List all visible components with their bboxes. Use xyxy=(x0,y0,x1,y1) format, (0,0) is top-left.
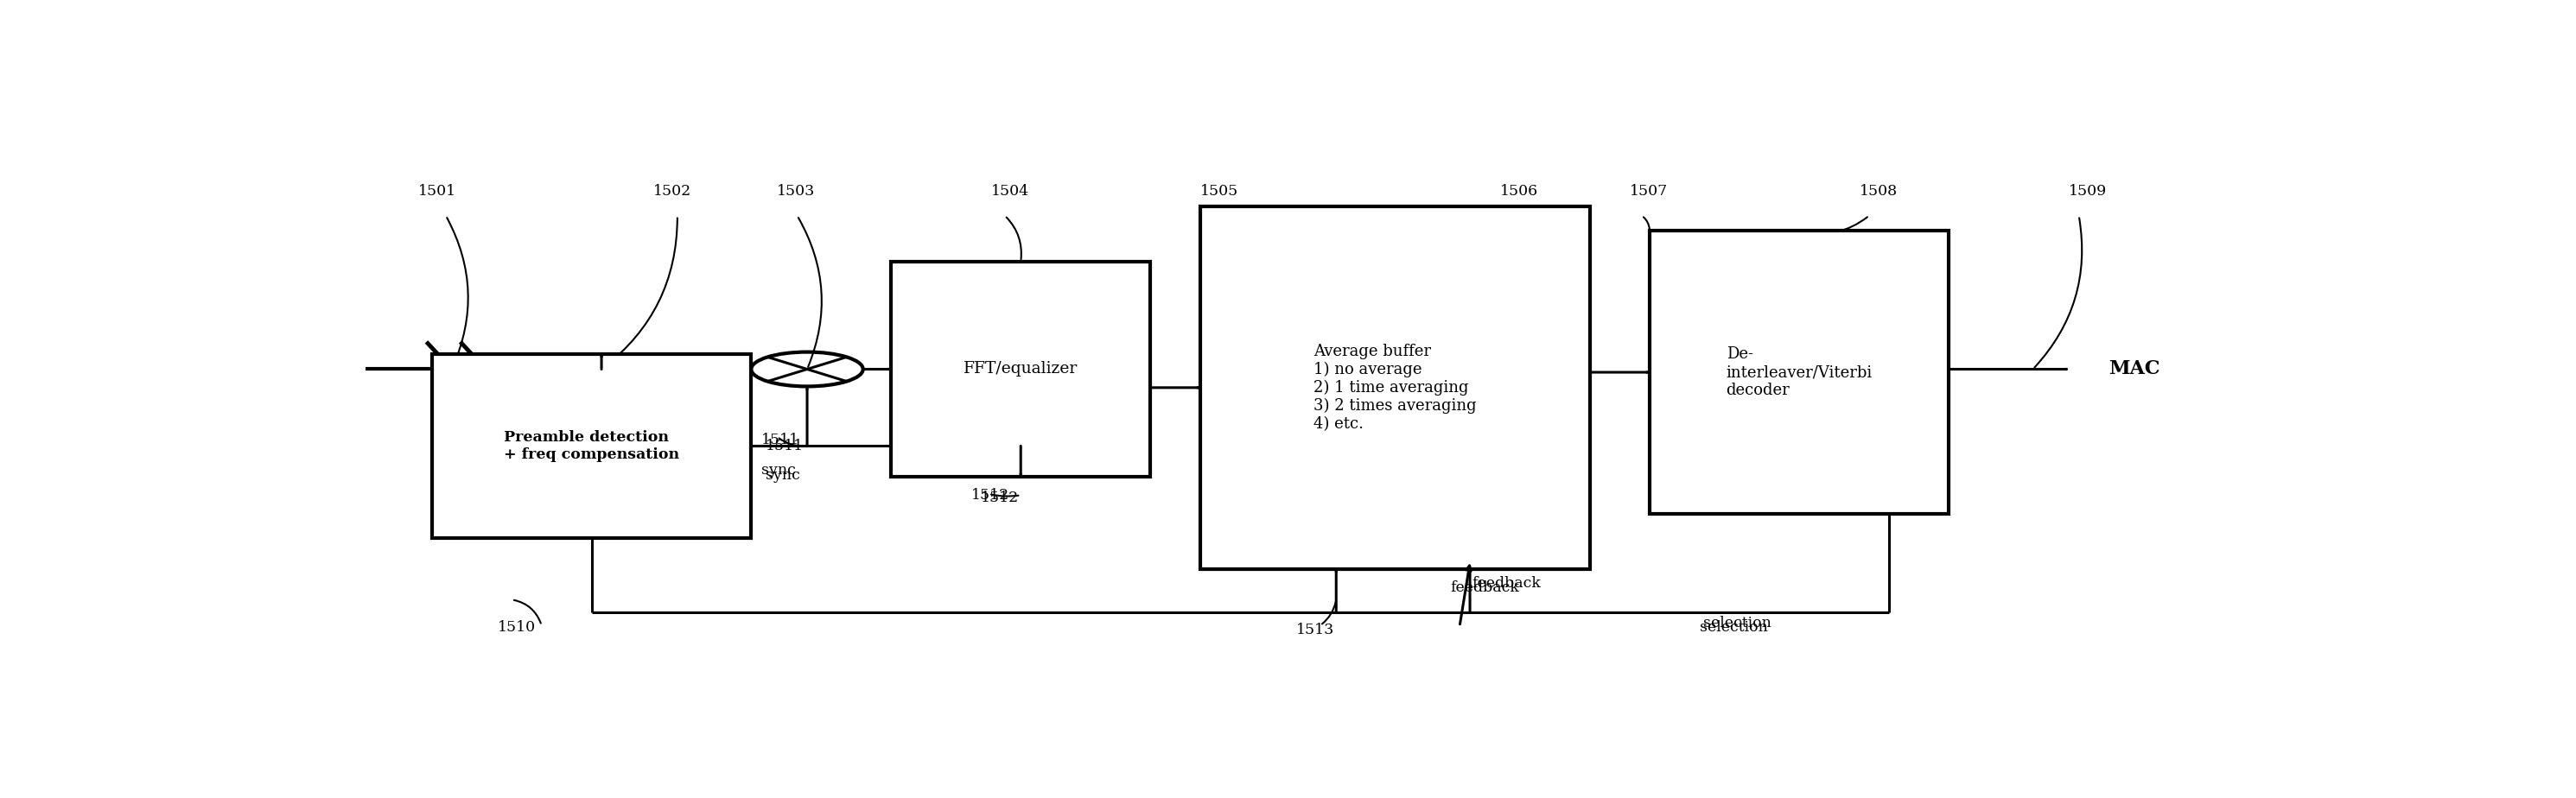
FancyArrowPatch shape xyxy=(515,600,541,623)
Text: 1507: 1507 xyxy=(1631,184,1667,199)
Text: 1509: 1509 xyxy=(2069,184,2107,199)
FancyArrowPatch shape xyxy=(446,218,469,367)
FancyArrowPatch shape xyxy=(1801,217,1868,234)
FancyArrowPatch shape xyxy=(2035,218,2081,367)
Text: selection: selection xyxy=(1703,615,1772,630)
Text: De-
interleaver/Viterbi
decoder: De- interleaver/Viterbi decoder xyxy=(1726,346,1873,398)
Text: 1511: 1511 xyxy=(762,433,799,447)
Text: 1502: 1502 xyxy=(654,184,690,199)
Bar xyxy=(1649,231,1950,514)
Text: selection: selection xyxy=(1700,620,1767,634)
Text: 1513: 1513 xyxy=(1296,623,1334,638)
Text: FFT/equalizer: FFT/equalizer xyxy=(963,361,1077,377)
Text: 1503: 1503 xyxy=(778,184,817,199)
Text: feedback: feedback xyxy=(1450,580,1520,595)
Text: sync: sync xyxy=(765,468,799,483)
Text: 1511: 1511 xyxy=(765,439,804,453)
Text: 1506: 1506 xyxy=(1499,184,1538,199)
Bar xyxy=(433,354,752,538)
FancyArrowPatch shape xyxy=(799,218,822,367)
Text: 1512: 1512 xyxy=(981,491,1020,506)
Text: 1512: 1512 xyxy=(971,488,1010,503)
FancyArrowPatch shape xyxy=(1643,217,1649,228)
Text: 1510: 1510 xyxy=(497,620,536,634)
FancyArrowPatch shape xyxy=(1321,602,1337,624)
Text: Average buffer
1) no average
2) 1 time averaging
3) 2 times averaging
4) etc.: Average buffer 1) no average 2) 1 time a… xyxy=(1314,344,1476,432)
Text: sync: sync xyxy=(762,464,796,478)
Bar xyxy=(1200,207,1589,569)
Text: Preamble detection
+ freq compensation: Preamble detection + freq compensation xyxy=(505,430,680,462)
Text: MAC: MAC xyxy=(2110,360,2161,379)
Text: 1501: 1501 xyxy=(417,184,456,199)
Text: feedback: feedback xyxy=(1471,575,1540,591)
FancyArrowPatch shape xyxy=(778,438,804,446)
FancyArrowPatch shape xyxy=(1216,206,1239,214)
Text: 1504: 1504 xyxy=(992,184,1028,199)
Bar xyxy=(891,262,1151,476)
FancyArrowPatch shape xyxy=(603,218,677,368)
FancyArrowPatch shape xyxy=(992,495,1018,496)
Text: 1508: 1508 xyxy=(1860,184,1899,199)
Text: 1505: 1505 xyxy=(1200,184,1239,199)
FancyArrowPatch shape xyxy=(1007,217,1020,259)
